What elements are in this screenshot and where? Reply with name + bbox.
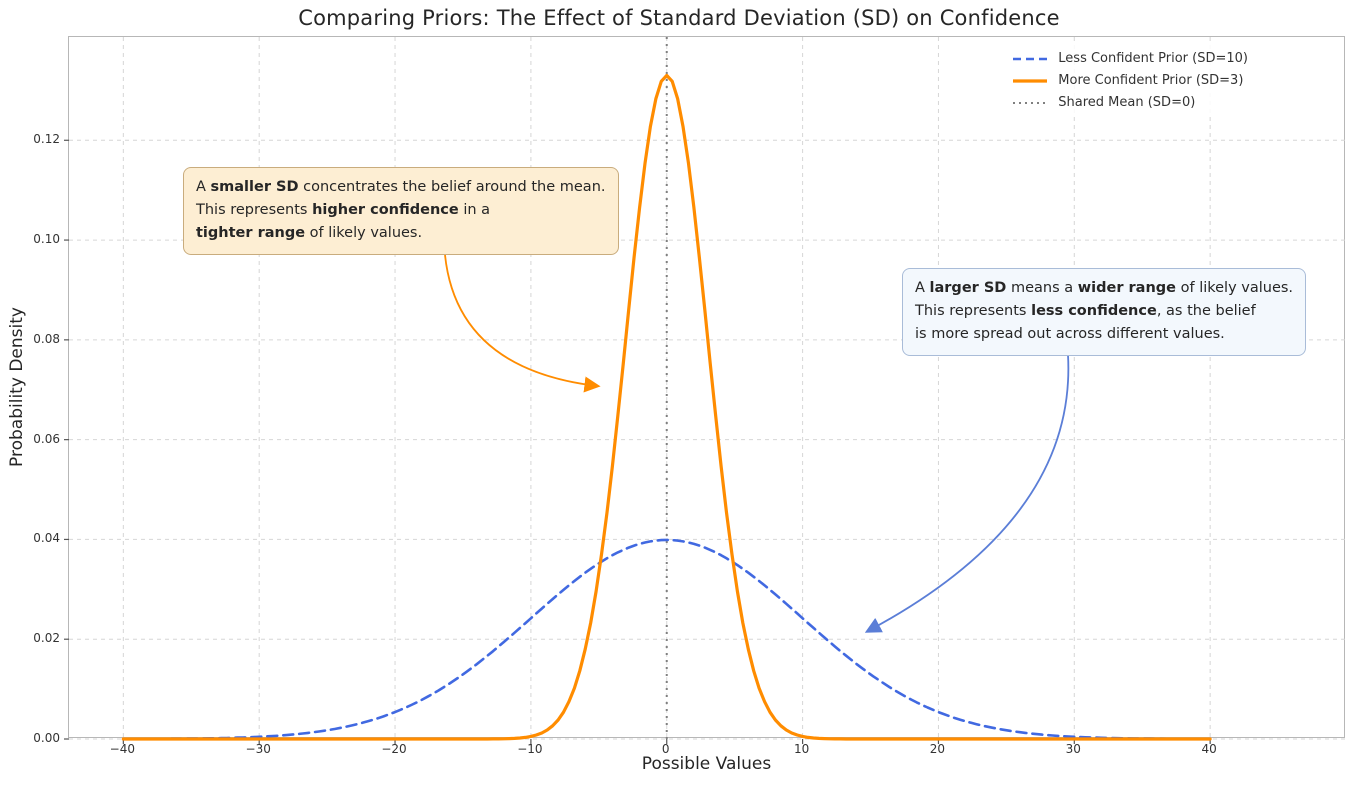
legend: Less Confident Prior (SD=10) More Confide… — [1004, 45, 1256, 116]
annotation-text-line: is more spread out across different valu… — [915, 326, 1225, 343]
legend-label: More Confident Prior (SD=3) — [1058, 73, 1244, 88]
x-tick-label: 10 — [793, 742, 810, 756]
annotation-arrow-smaller-sd — [444, 254, 601, 393]
annotation-arrow-larger-sd — [864, 354, 1070, 633]
x-tick-label: −20 — [381, 742, 407, 756]
chart-title: Comparing Priors: The Effect of Standard… — [298, 6, 1060, 30]
legend-line-sample — [1013, 78, 1048, 83]
x-tick-label: −10 — [517, 742, 543, 756]
x-tick-label: 40 — [1201, 742, 1217, 756]
annotation-text-line: A larger SD means a wider range of likel… — [915, 280, 1294, 296]
y-tick-label: 0.08 — [33, 331, 60, 346]
x-tick-label: 30 — [1065, 742, 1081, 756]
annotation-text-line: tighter range of likely values. — [196, 225, 423, 242]
series-line-1 — [121, 73, 1212, 741]
x-tick-label: −40 — [109, 742, 135, 756]
legend-item: Shared Mean (SD=0) — [1012, 95, 1248, 110]
annotation-text-line: A smaller SD concentrates the belief aro… — [196, 179, 606, 195]
legend-label: Less Confident Prior (SD=10) — [1058, 51, 1248, 66]
x-tick-label: 0 — [661, 742, 670, 756]
x-axis-label: Possible Values — [641, 754, 772, 774]
legend-item: More Confident Prior (SD=3) — [1012, 73, 1248, 88]
legend-item: Less Confident Prior (SD=10) — [1012, 51, 1248, 66]
y-tick-label: 0.02 — [33, 631, 60, 646]
legend-line-sample — [1013, 101, 1048, 104]
legend-line-sample — [1013, 57, 1048, 60]
annotation-text-line: This represents higher confidence in a — [196, 202, 491, 219]
y-tick-label: 0.00 — [33, 731, 60, 745]
x-tick-label: −30 — [245, 742, 271, 756]
y-tick-label: 0.10 — [33, 232, 60, 247]
annotation-smaller-sd: A smaller SD concentrates the belief aro… — [183, 167, 619, 255]
annotation-larger-sd: A larger SD means a wider range of likel… — [902, 268, 1307, 356]
plot-area: Less Confident Prior (SD=10) More Confide… — [64, 36, 1346, 744]
series-line-0 — [121, 538, 1212, 741]
annotation-text-line: This represents less confidence, as the … — [915, 303, 1256, 320]
y-tick-label: 0.06 — [33, 431, 60, 446]
x-tick-label: 20 — [929, 742, 946, 756]
y-tick-label: 0.04 — [33, 531, 60, 546]
legend-label: Shared Mean (SD=0) — [1058, 95, 1196, 110]
y-tick-label: 0.12 — [33, 132, 60, 147]
plot-canvas — [64, 37, 1346, 744]
